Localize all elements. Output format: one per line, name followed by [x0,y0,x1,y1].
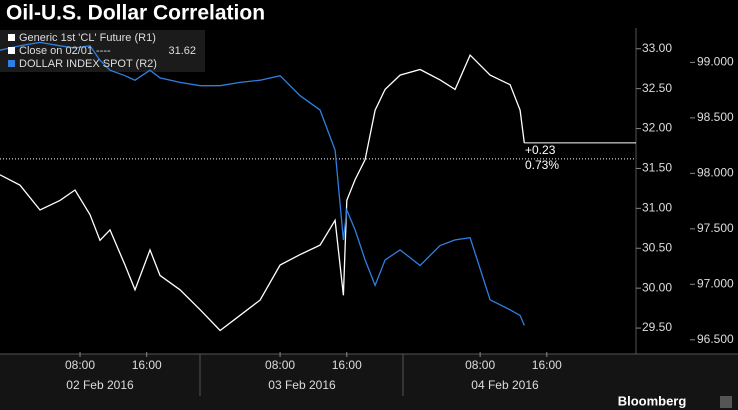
y-tick-label: 30.50 [642,240,672,254]
x-tick-label: 08:00 [65,358,95,372]
y2-tick-label: 98.500 [697,110,734,124]
legend-label: DOLLAR INDEX SPOT (R2) [19,58,157,70]
legend-value: 31.62 [168,45,196,57]
legend-swatch [8,34,15,41]
legend-box [0,30,205,72]
day-label: 04 Feb 2016 [471,378,539,392]
legend-label: Close on 02/01 ---- [19,45,111,57]
x-axis-band [0,354,738,410]
day-label: 03 Feb 2016 [268,378,336,392]
y2-tick-label: 99.000 [697,55,734,69]
annotation: +0.23 [525,143,556,157]
x-tick-label: 16:00 [332,358,362,372]
y-tick-label: 33.00 [642,41,672,55]
y2-tick-label: 97.500 [697,221,734,235]
x-tick-label: 16:00 [132,358,162,372]
day-label: 02 Feb 2016 [66,378,134,392]
y-tick-label: 30.00 [642,280,672,294]
source: Bloomberg [618,393,687,408]
y-tick-label: 32.50 [642,81,672,95]
series-line [0,41,525,326]
y-tick-label: 31.00 [642,201,672,215]
icon [720,396,732,408]
y-tick-label: 31.50 [642,161,672,175]
y2-tick-label: 98.000 [697,166,734,180]
y-tick-label: 29.50 [642,320,672,334]
x-tick-label: 16:00 [532,358,562,372]
legend-swatch [8,60,15,67]
x-tick-label: 08:00 [265,358,295,372]
legend-label: Generic 1st 'CL' Future (R1) [19,32,156,44]
chart-title: Oil-U.S. Dollar Correlation [6,2,265,25]
series-line [0,53,525,332]
legend-swatch [8,47,15,54]
annotation: 0.73% [525,158,559,172]
y2-tick-label: 97.000 [697,276,734,290]
y-tick-label: 32.00 [642,121,672,135]
x-tick-label: 08:00 [465,358,495,372]
y2-tick-label: 96.500 [697,332,734,346]
